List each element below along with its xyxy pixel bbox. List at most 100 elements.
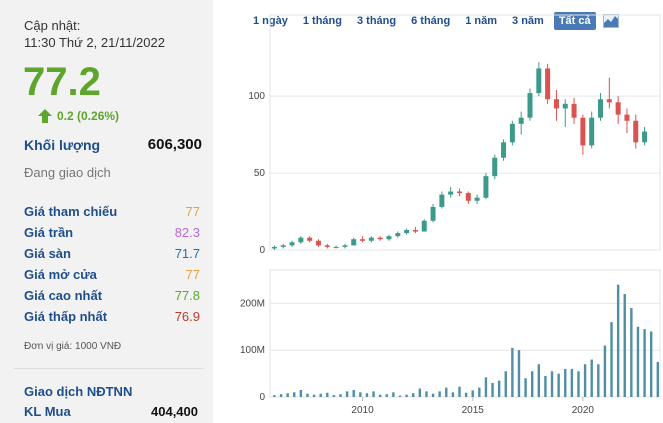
candle-up [395, 233, 400, 236]
volume-bar [511, 348, 513, 397]
volume-bar [452, 392, 454, 397]
price-row-open: Giá mở cửa 77 [24, 267, 200, 285]
candle-down [413, 230, 418, 232]
volume-bar [280, 394, 282, 397]
price-row-label: Giá cao nhất [24, 288, 102, 303]
volume-bar [300, 390, 302, 397]
candle-up [431, 207, 436, 221]
candle-down [316, 241, 321, 246]
arrow-up-icon [38, 109, 52, 123]
volume-bar [597, 364, 599, 397]
candle-up [386, 236, 391, 239]
candle-up [563, 104, 568, 109]
volume-bar [458, 387, 460, 397]
volume-bar [491, 383, 493, 397]
candle-up [272, 247, 277, 249]
price-row-label: Giá mở cửa [24, 267, 97, 282]
price-row-value: 77.8 [175, 288, 200, 303]
price-row-label: Giá thấp nhất [24, 309, 107, 324]
price-tick-label: 100 [248, 91, 265, 102]
price-row-floor: Giá sàn 71.7 [24, 246, 200, 264]
stock-chart: 0501000100M200M2010 2015 2020 [213, 0, 663, 423]
x-tick-label: 2020 [572, 405, 595, 416]
volume-bar [386, 394, 388, 397]
volume-bar [577, 371, 579, 397]
price-row-label: Giá tham chiếu [24, 204, 117, 219]
volume-bar [405, 395, 407, 397]
volume-bar [571, 369, 573, 397]
volume-bar [306, 394, 308, 397]
volume-bar [538, 364, 540, 397]
volume-bar [604, 346, 606, 397]
volume-bar [412, 393, 414, 397]
volume-tick-label: 0 [259, 392, 265, 403]
candle-down [572, 104, 577, 118]
volume-bar [590, 360, 592, 397]
volume-bar [505, 371, 507, 397]
volume-bar [485, 377, 487, 397]
volume-bar [445, 388, 447, 397]
volume-value: 606,300 [148, 136, 202, 153]
volume-bar [564, 369, 566, 397]
candle-up [290, 242, 295, 245]
updated-time: 11:30 Thứ 2, 21/11/2022 [24, 35, 165, 50]
price-row-value: 82.3 [175, 225, 200, 240]
price-change: 0.2 (0.26%) [38, 109, 119, 123]
volume-bar [657, 362, 659, 397]
price-row-label: Giá sàn [24, 246, 71, 261]
volume-bar [379, 395, 381, 397]
volume-bar [339, 394, 341, 397]
candle-up [475, 198, 480, 201]
volume-bar [524, 378, 526, 397]
candle-up [298, 238, 303, 243]
volume-bar [518, 350, 520, 397]
candle-down [624, 115, 629, 121]
volume-bar [557, 374, 559, 397]
unit-note: Đơn vị giá: 1000 VNĐ [24, 341, 121, 352]
candle-down [616, 102, 621, 114]
foreign-buy-value: 404,400 [151, 404, 198, 419]
candle-up [501, 142, 506, 157]
price-row-ceiling: Giá trần 82.3 [24, 225, 200, 243]
volume-bar [326, 393, 328, 397]
candle-down [325, 245, 330, 247]
volume-bar [286, 393, 288, 397]
candle-down [457, 192, 462, 194]
candle-up [369, 238, 374, 241]
candle-down [633, 121, 638, 143]
price-row-high: Giá cao nhất 77.8 [24, 288, 200, 306]
volume-tick-label: 200M [240, 298, 265, 309]
candle-up [404, 230, 409, 233]
volume-bar [531, 371, 533, 397]
candle-up [528, 93, 533, 118]
candle-up [642, 132, 647, 143]
foreign-buy-label: KL Mua [24, 404, 71, 419]
volume-tick-label: 100M [240, 345, 265, 356]
volume-bar [472, 390, 474, 397]
volume-bar [498, 381, 500, 397]
candle-up [422, 221, 427, 232]
candle-up [510, 124, 515, 142]
divider [14, 368, 204, 369]
price-row-value: 77 [186, 204, 200, 219]
candle-up [483, 176, 488, 198]
volume-bar [438, 391, 440, 397]
volume-bar [637, 327, 639, 397]
price-row-value: 77 [186, 267, 200, 282]
candle-down [545, 68, 550, 99]
volume-bar [610, 322, 612, 397]
volume-bar [293, 392, 295, 397]
price-row-value: 71.7 [175, 246, 200, 261]
volume-bar [432, 394, 434, 397]
volume-bar [551, 371, 553, 397]
volume-bar [419, 389, 421, 397]
volume-bar [425, 391, 427, 397]
x-tick-label: 2010 [351, 405, 374, 416]
volume-bar [399, 396, 401, 397]
candle-down [580, 118, 585, 146]
price-row-low: Giá thấp nhất 76.9 [24, 309, 200, 327]
volume-bar [630, 308, 632, 397]
volume-bar [617, 285, 619, 397]
volume-bar [465, 393, 467, 397]
current-price: 77.2 [23, 60, 101, 105]
